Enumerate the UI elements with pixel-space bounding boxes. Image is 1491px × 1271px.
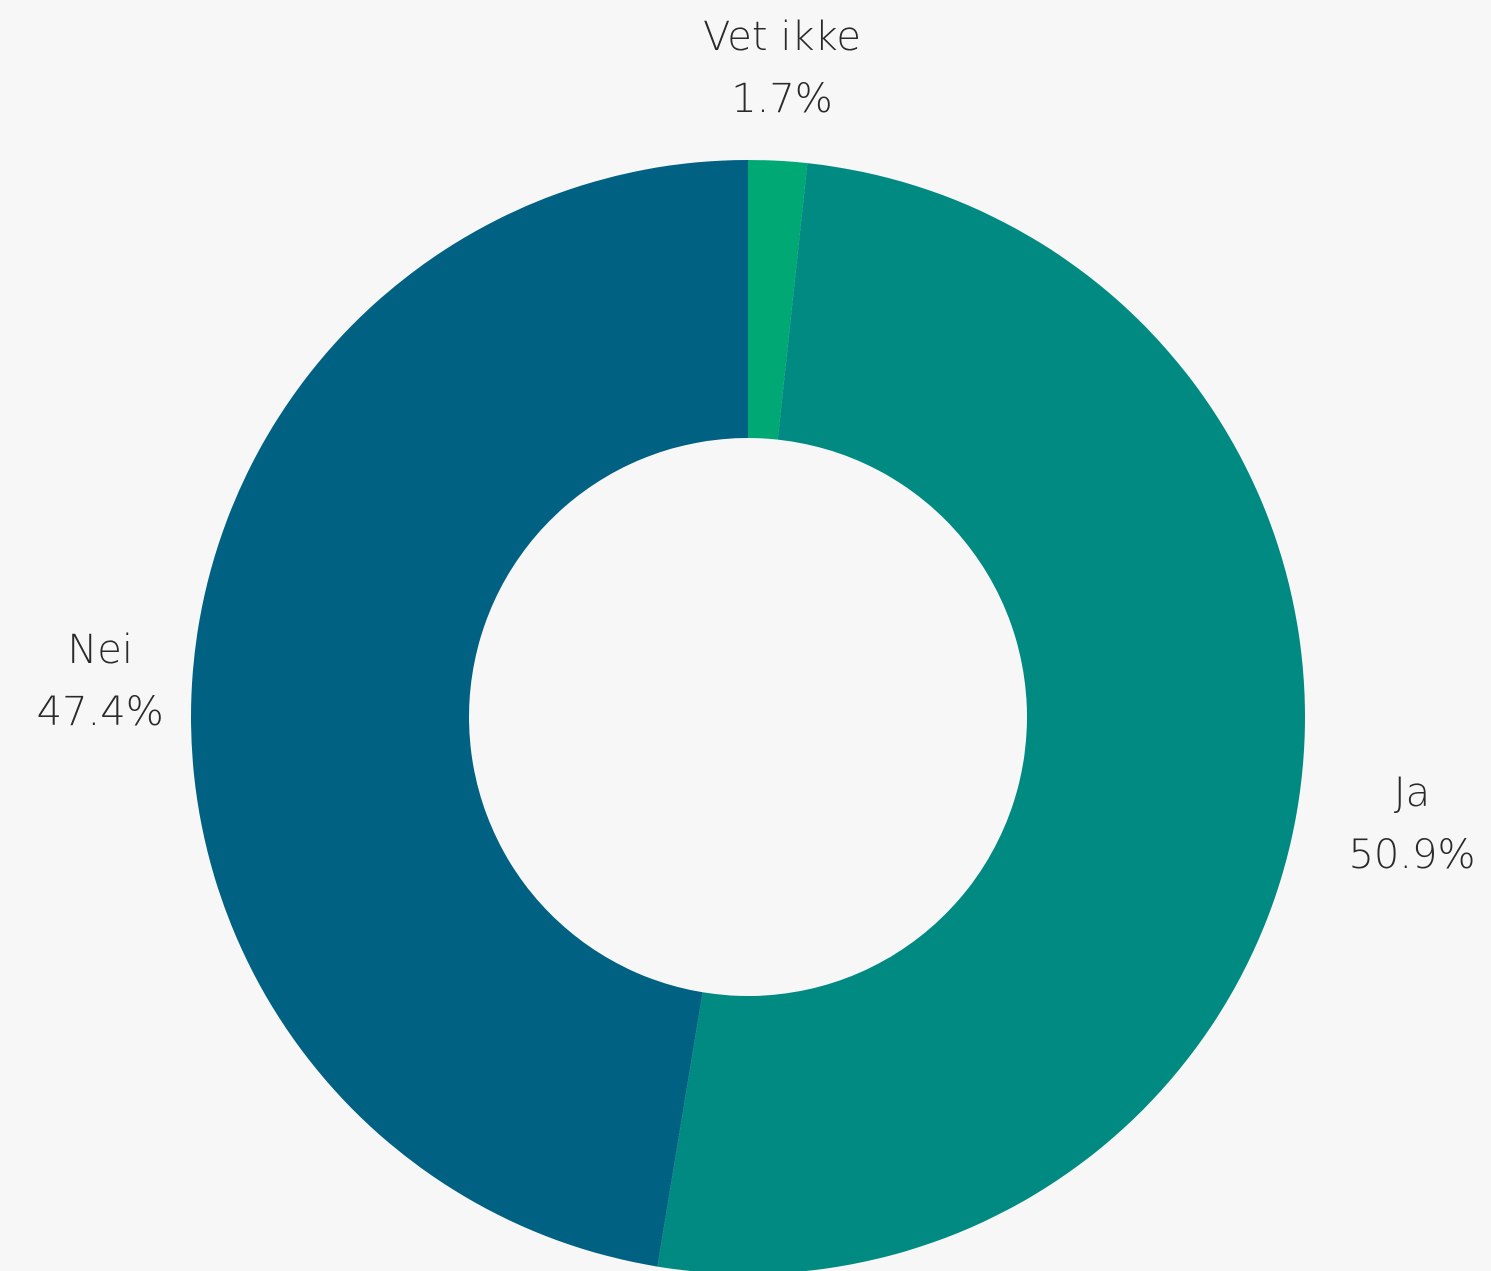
slice-ja xyxy=(657,163,1306,1271)
slice-label-nei: Nei xyxy=(67,627,133,673)
slice-labels: Vet ikke 1.7% Ja 50.9% Nei 47.4% xyxy=(37,14,1476,878)
slice-label-ja: Ja xyxy=(1394,770,1430,816)
donut-slices xyxy=(190,160,1306,1271)
slice-label-vet-ikke: Vet ikke xyxy=(703,14,861,60)
slice-value-nei: 47.4% xyxy=(37,689,164,735)
slice-value-vet-ikke: 1.7% xyxy=(731,76,833,122)
slice-vet-ikke xyxy=(748,160,808,440)
slice-value-ja: 50.9% xyxy=(1348,832,1475,878)
slice-nei xyxy=(190,160,748,1267)
